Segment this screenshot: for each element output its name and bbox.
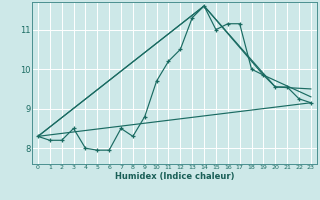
X-axis label: Humidex (Indice chaleur): Humidex (Indice chaleur) bbox=[115, 172, 234, 181]
